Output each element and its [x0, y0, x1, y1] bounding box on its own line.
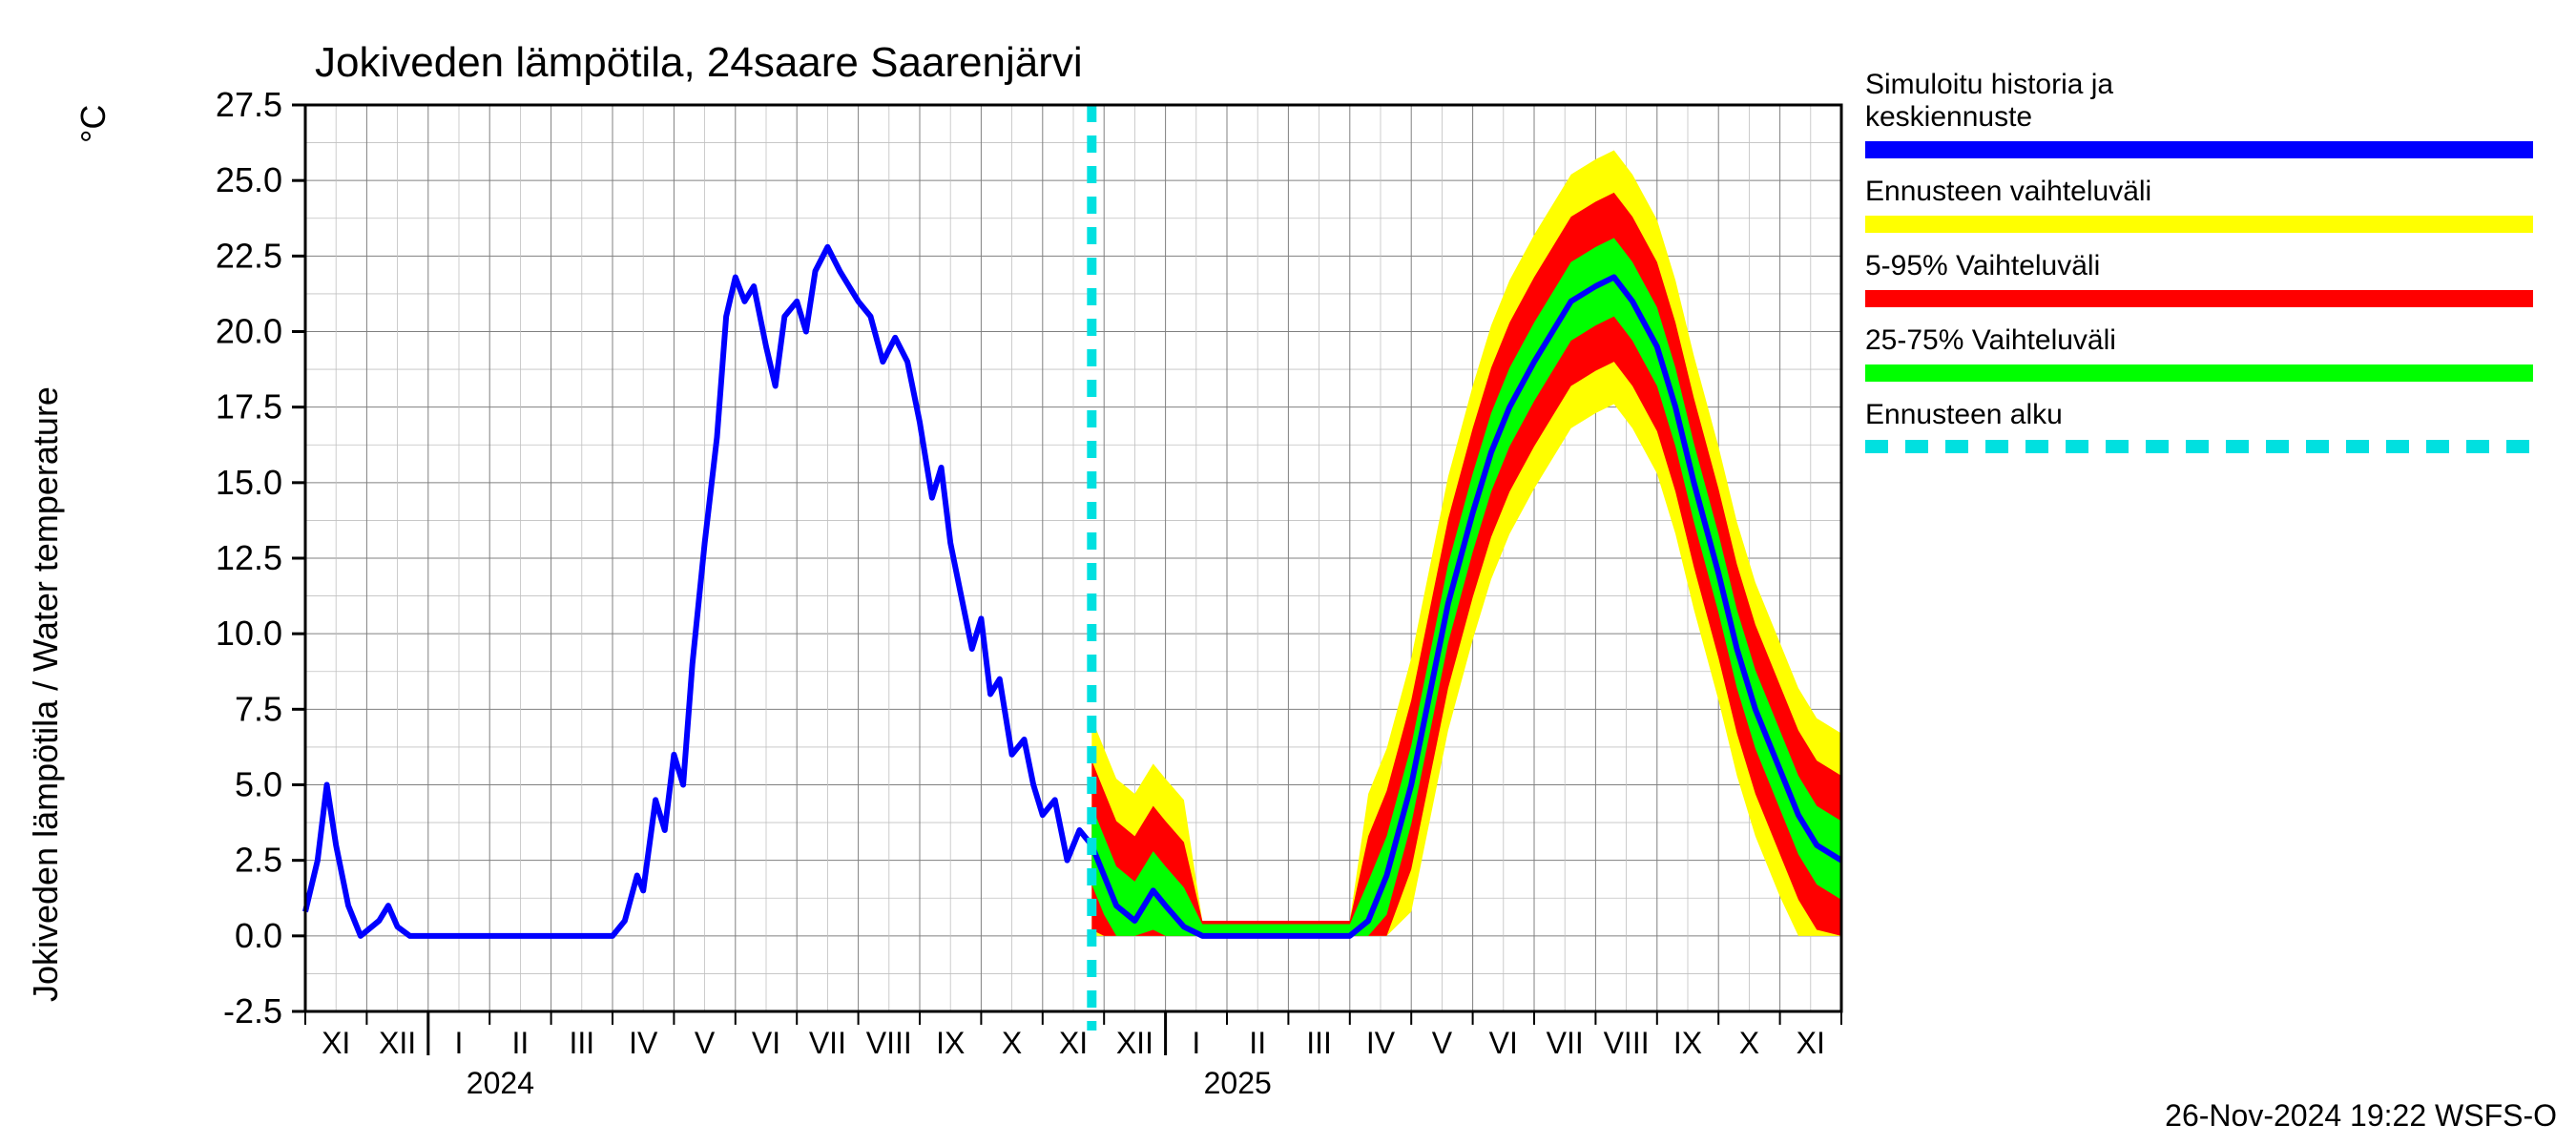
- month-label: XI: [1797, 1026, 1825, 1060]
- legend-swatch-mid: [1865, 290, 2533, 307]
- chart-container: -2.5 0.0 2.5 5.0 7.5 10.0 12.5 15.0 17.5 20.0 22.5…: [0, 0, 2576, 1145]
- month-label: XII: [379, 1026, 416, 1060]
- ytick-label: -2.5: [223, 991, 282, 1030]
- month-label: IX: [1673, 1026, 1702, 1060]
- month-label: I: [455, 1026, 464, 1060]
- legend-swatch-inner: [1865, 364, 2533, 382]
- ytick-label: 25.0: [216, 160, 282, 199]
- legend-label-fstart: Ennusteen alku: [1865, 399, 2063, 430]
- legend-label2-history: keskiennuste: [1865, 101, 2032, 133]
- ytick-label: 5.0: [235, 765, 282, 804]
- ytick-label: 12.5: [216, 538, 282, 577]
- month-label: VII: [809, 1026, 846, 1060]
- month-label: I: [1192, 1026, 1200, 1060]
- year-label: 2025: [1204, 1066, 1272, 1100]
- ytick-label: 0.0: [235, 916, 282, 955]
- month-label: V: [695, 1026, 716, 1060]
- ytick-label: 27.5: [216, 85, 282, 124]
- month-label: VIII: [1604, 1026, 1650, 1060]
- month-label: XI: [322, 1026, 350, 1060]
- month-label: VI: [752, 1026, 780, 1060]
- legend-label-outer: Ennusteen vaihteluväli: [1865, 176, 2151, 207]
- footer-timestamp: 26-Nov-2024 19:22 WSFS-O: [2165, 1098, 2557, 1133]
- legend-swatch-history: [1865, 141, 2533, 158]
- legend-label-inner: 25-75% Vaihteluväli: [1865, 324, 2116, 356]
- month-label: III: [1306, 1026, 1332, 1060]
- month-label: X: [1002, 1026, 1022, 1060]
- month-label: VI: [1489, 1026, 1518, 1060]
- month-label: IV: [629, 1026, 658, 1060]
- water-temperature-chart: -2.5 0.0 2.5 5.0 7.5 10.0 12.5 15.0 17.5 20.0 22.5…: [0, 0, 2576, 1145]
- month-label: II: [512, 1026, 530, 1060]
- chart-title: Jokiveden lämpötila, 24saare Saarenjärvi: [315, 39, 1083, 86]
- month-label: VIII: [866, 1026, 912, 1060]
- month-label: XI: [1059, 1026, 1088, 1060]
- month-label: VII: [1547, 1026, 1584, 1060]
- year-label: 2024: [467, 1066, 534, 1100]
- y-axis-unit: °C: [73, 105, 113, 143]
- ytick-label: 2.5: [235, 841, 282, 880]
- legend-label-mid: 5-95% Vaihteluväli: [1865, 250, 2100, 281]
- month-label: X: [1739, 1026, 1759, 1060]
- month-label: V: [1432, 1026, 1453, 1060]
- ytick-label: 15.0: [216, 463, 282, 502]
- ytick-label: 7.5: [235, 689, 282, 728]
- ytick-label: 22.5: [216, 236, 282, 275]
- ytick-label: 20.0: [216, 312, 282, 351]
- legend-swatch-outer: [1865, 216, 2533, 233]
- month-label: III: [569, 1026, 594, 1060]
- month-label: IX: [936, 1026, 965, 1060]
- ytick-label: 17.5: [216, 387, 282, 427]
- ytick-label: 10.0: [216, 614, 282, 653]
- y-axis-label: Jokiveden lämpötila / Water temperature: [26, 386, 65, 1002]
- month-label: XII: [1116, 1026, 1153, 1060]
- legend-label-history: Simuloitu historia ja: [1865, 69, 2113, 100]
- month-label: II: [1249, 1026, 1266, 1060]
- month-label: IV: [1366, 1026, 1396, 1060]
